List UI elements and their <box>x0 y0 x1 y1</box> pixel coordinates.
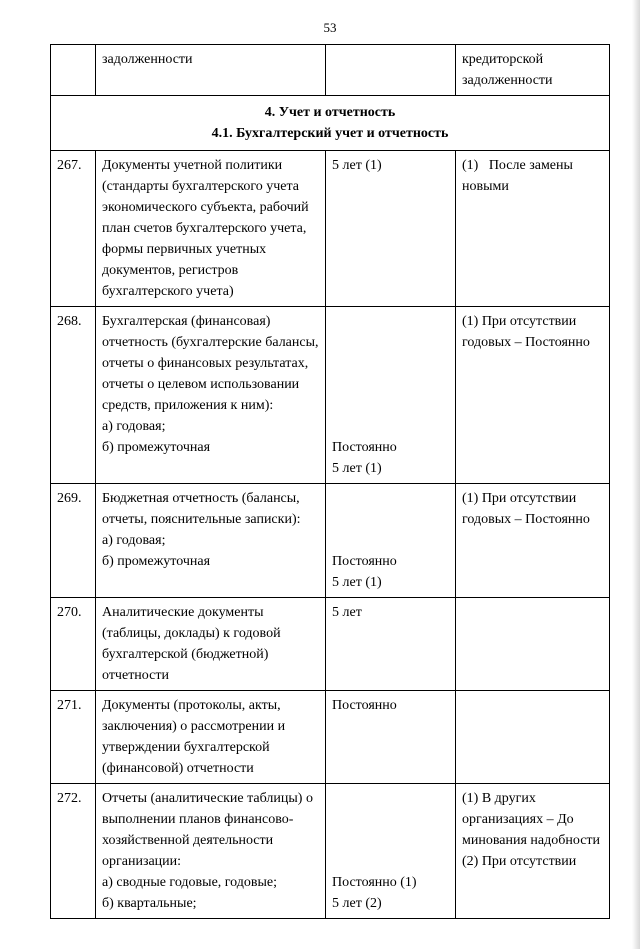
table-row: 269. Бюджетная отчетность (балансы, отче… <box>51 484 610 598</box>
cell-note: (1) После замены новыми <box>456 151 610 307</box>
cell-term: 5 лет <box>326 598 456 691</box>
cell-note: кредиторской задолженности <box>456 45 610 96</box>
cell-num: 269. <box>51 484 96 598</box>
cell-desc: Бухгалтерская (финансовая) отчетность (б… <box>96 307 326 484</box>
section-header-row: 4. Учет и отчетность 4.1. Бухгалтерский … <box>51 96 610 151</box>
section-header: 4. Учет и отчетность 4.1. Бухгалтерский … <box>51 96 610 151</box>
cell-num: 268. <box>51 307 96 484</box>
cell-term: Постоянно (1) 5 лет (2) <box>326 784 456 919</box>
cell-term: 5 лет (1) <box>326 151 456 307</box>
cell-desc: Отчеты (аналитические таблицы) о выполне… <box>96 784 326 919</box>
cell-desc: Бюджетная отчетность (балансы, отчеты, п… <box>96 484 326 598</box>
cell-desc: Документы (протоколы, акты, заключения) … <box>96 691 326 784</box>
records-table: задолженности кредиторской задолженности… <box>50 44 610 919</box>
table-row: 270. Аналитические документы (таблицы, д… <box>51 598 610 691</box>
cell-note: (1) При отсутствии годовых – Постоянно <box>456 307 610 484</box>
cell-num: 272. <box>51 784 96 919</box>
table-row: 267. Документы учетной политики (стандар… <box>51 151 610 307</box>
section-title-1: 4. Учет и отчетность <box>265 105 396 120</box>
page-edge-shadow <box>632 0 640 949</box>
cell-term: Постоянно 5 лет (1) <box>326 307 456 484</box>
cell-desc: Аналитические документы (таблицы, доклад… <box>96 598 326 691</box>
cell-num: 267. <box>51 151 96 307</box>
document-page: 53 задолженности кредиторской задолженно… <box>0 0 640 949</box>
table-row: 272. Отчеты (аналитические таблицы) о вы… <box>51 784 610 919</box>
cell-num <box>51 45 96 96</box>
cell-note: (1) В других организациях – До минования… <box>456 784 610 919</box>
cell-note <box>456 691 610 784</box>
cell-num: 271. <box>51 691 96 784</box>
page-number: 53 <box>50 20 610 36</box>
table-row: задолженности кредиторской задолженности <box>51 45 610 96</box>
cell-term: Постоянно <box>326 691 456 784</box>
cell-term <box>326 45 456 96</box>
section-title-2: 4.1. Бухгалтерский учет и отчетность <box>212 126 449 141</box>
table-row: 271. Документы (протоколы, акты, заключе… <box>51 691 610 784</box>
cell-num: 270. <box>51 598 96 691</box>
cell-desc: Документы учетной политики (стандарты бу… <box>96 151 326 307</box>
table-row: 268. Бухгалтерская (финансовая) отчетнос… <box>51 307 610 484</box>
cell-note-line: кредиторской <box>462 52 543 67</box>
cell-desc: задолженности <box>96 45 326 96</box>
cell-note: (1) При отсутствии годовых – Постоянно <box>456 484 610 598</box>
cell-term: Постоянно 5 лет (1) <box>326 484 456 598</box>
cell-note-line: задолженности <box>462 73 553 88</box>
cell-note <box>456 598 610 691</box>
